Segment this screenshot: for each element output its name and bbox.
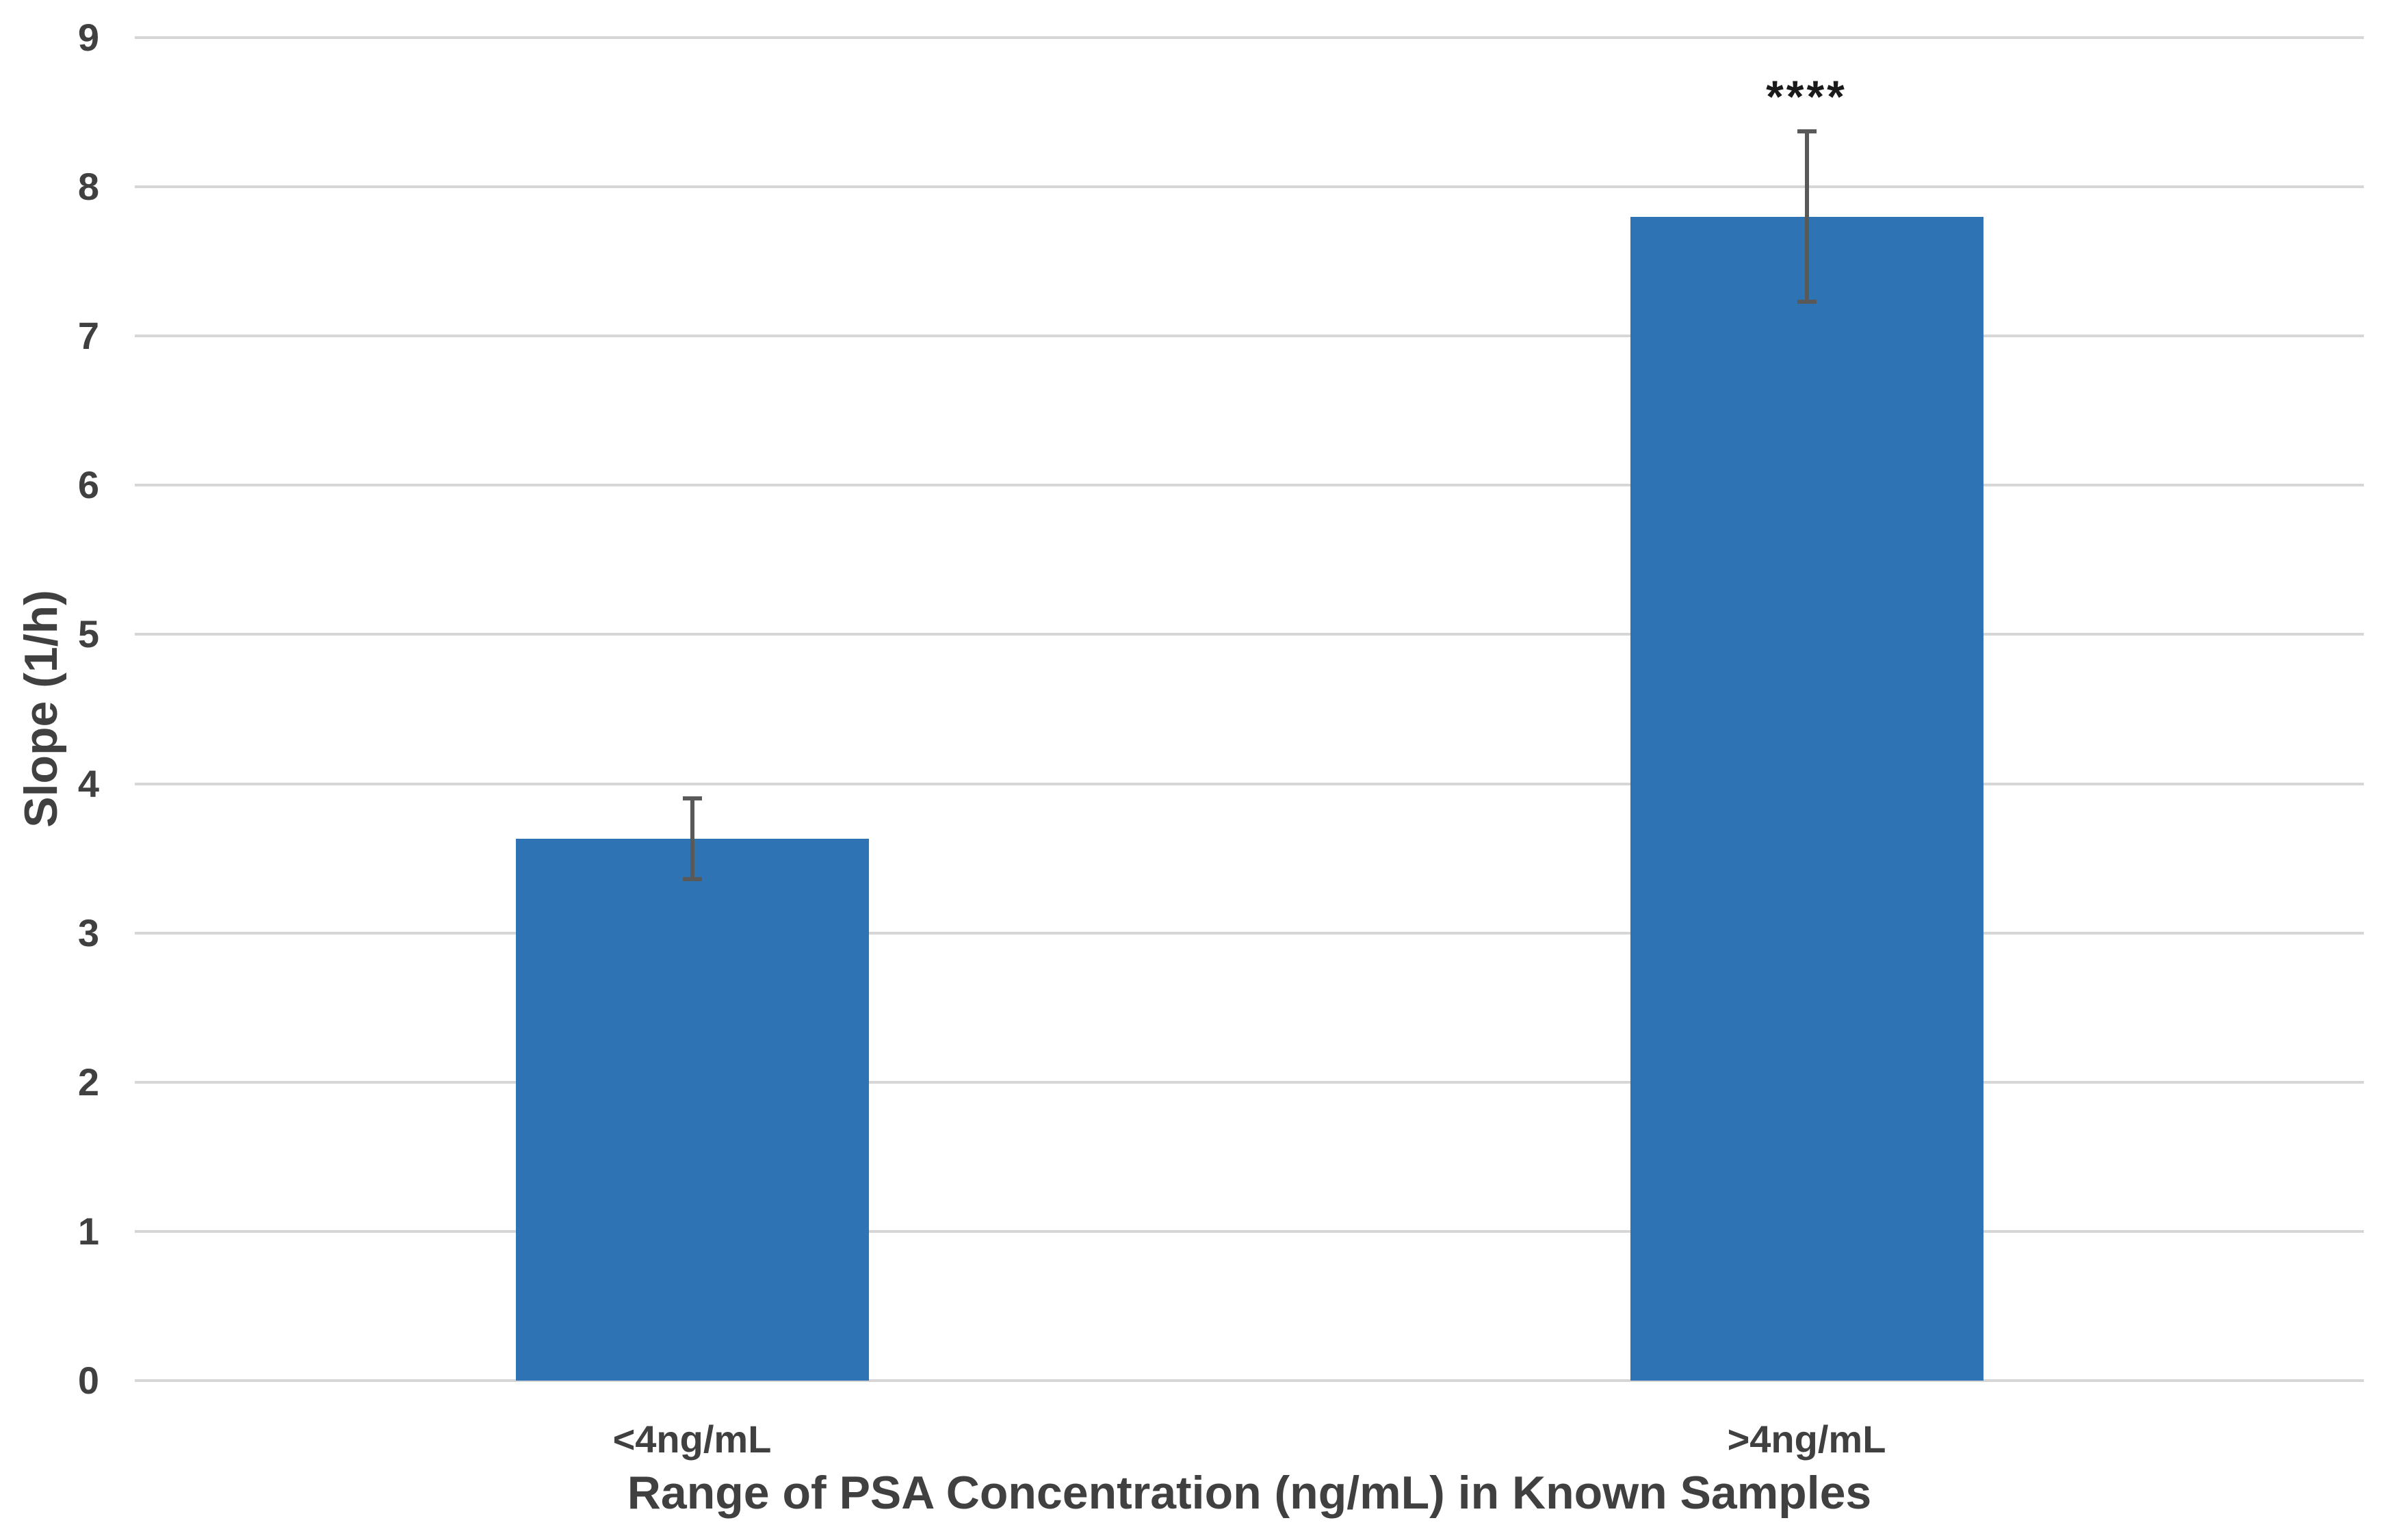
y-tick-label: 7 [77,314,99,358]
y-tick-label: 6 [77,463,99,507]
x-tick-label: <4ng/mL [612,1418,772,1461]
gridline [135,484,2364,487]
bar [515,839,869,1381]
error-bar-cap [682,796,702,801]
significance-marker: **** [1766,71,1847,122]
x-tick-label: >4ng/mL [1727,1418,1886,1461]
gridline [135,185,2364,189]
error-bar-cap [682,877,702,882]
gridline [135,36,2364,39]
error-bar-cap [1797,129,1817,134]
y-tick-label: 9 [77,16,99,59]
y-tick-label: 8 [77,165,99,209]
y-tick-label: 3 [77,911,99,954]
error-bar [690,798,694,880]
gridline [135,633,2364,636]
y-tick-label: 0 [77,1359,99,1402]
x-axis-title: Range of PSA Concentration (ng/mL) in Kn… [627,1467,1872,1519]
gridline [135,1379,2364,1382]
gridline [135,1080,2364,1084]
plot-area: 0 1 2 3 4 5 6 7 8 9 <4ng/mL >4ng/mL **** [78,16,2364,1461]
bar [1630,216,1983,1381]
y-tick-label: 4 [77,761,99,805]
y-tick-label: 5 [77,612,99,656]
error-bar [1804,131,1809,302]
gridline [135,335,2364,338]
gridline [135,1229,2364,1233]
y-tick-label: 2 [77,1060,99,1104]
gridline [135,782,2364,785]
y-tick-label: 1 [77,1209,99,1253]
gridline [135,931,2364,935]
error-bar-cap [1797,300,1817,304]
